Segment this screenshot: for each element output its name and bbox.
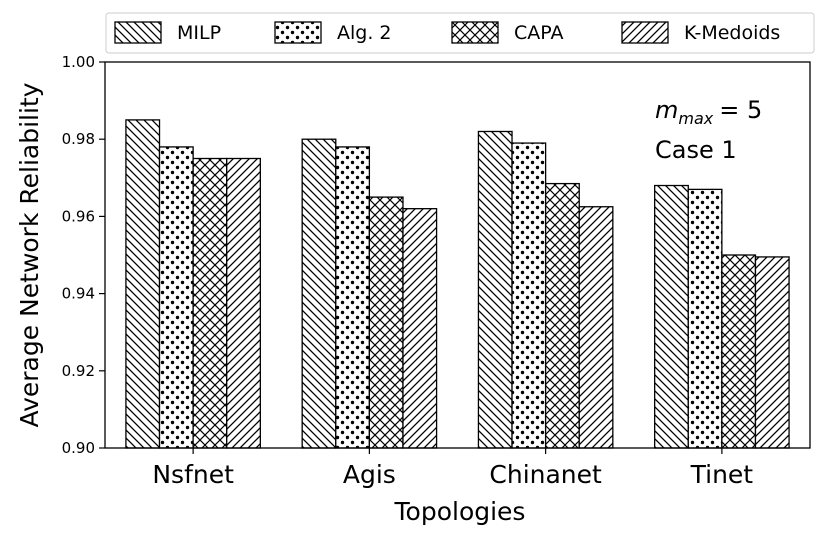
legend-label-alg-2: Alg. 2: [337, 22, 392, 44]
x-tick-label-agis: Agis: [343, 460, 396, 489]
y-tick-label: 0.92: [62, 362, 95, 380]
annotation-mmax: mmax = 5: [655, 96, 762, 128]
bar-k-medoids-agis: [402, 208, 438, 449]
bar-capa-nsfnet: [192, 157, 228, 449]
bar-k-medoids-chinanet: [578, 206, 614, 449]
bars-group: [125, 119, 790, 449]
legend-label-milp: MILP: [177, 22, 221, 44]
x-tick-label-chinanet: Chinanet: [489, 460, 602, 489]
bar-alg-2-nsfnet: [158, 146, 194, 449]
y-axis-ticks: 0.90 0.92 0.94 0.96 0.98 1.00: [62, 53, 105, 457]
bar-capa-agis: [368, 196, 404, 449]
legend-swatch-k-medoids: [621, 21, 669, 44]
y-tick-label: 0.90: [62, 439, 95, 457]
y-tick-label: 1.00: [62, 53, 95, 71]
bar-alg-2-tinet: [687, 188, 723, 449]
bar-milp-tinet: [654, 184, 689, 449]
bar-capa-tinet: [721, 254, 757, 449]
legend-label-k-medoids: K-Medoids: [684, 22, 780, 44]
y-tick-label: 0.98: [62, 130, 95, 148]
bar-k-medoids-tinet: [754, 256, 790, 449]
legend-swatch-capa: [451, 21, 499, 44]
y-tick-label: 0.96: [62, 207, 95, 225]
annotation-case: Case 1: [655, 136, 737, 164]
x-axis-title: Topologies: [394, 497, 526, 526]
bar-alg-2-agis: [335, 146, 371, 449]
legend-swatch-alg-2: [274, 21, 322, 44]
bar-milp-nsfnet: [125, 119, 161, 449]
legend: MILP Alg. 2 CAPA K-Medoids: [114, 21, 780, 44]
x-tick-label-nsfnet: Nsfnet: [152, 460, 234, 489]
bar-milp-chinanet: [477, 130, 513, 449]
bar-milp-agis: [301, 138, 337, 449]
legend-swatch-milp: [114, 21, 162, 44]
legend-label-capa: CAPA: [514, 22, 564, 44]
x-axis-ticks: Nsfnet Agis Chinanet Tinet: [152, 448, 753, 489]
y-tick-label: 0.94: [62, 285, 95, 303]
bar-capa-chinanet: [544, 182, 580, 449]
x-tick-label-tinet: Tinet: [690, 460, 754, 489]
bar-alg-2-chinanet: [511, 142, 547, 449]
y-axis-title: Average Network Reliability: [15, 82, 44, 427]
plot-frame: [104, 61, 811, 449]
bar-k-medoids-nsfnet: [226, 157, 261, 449]
